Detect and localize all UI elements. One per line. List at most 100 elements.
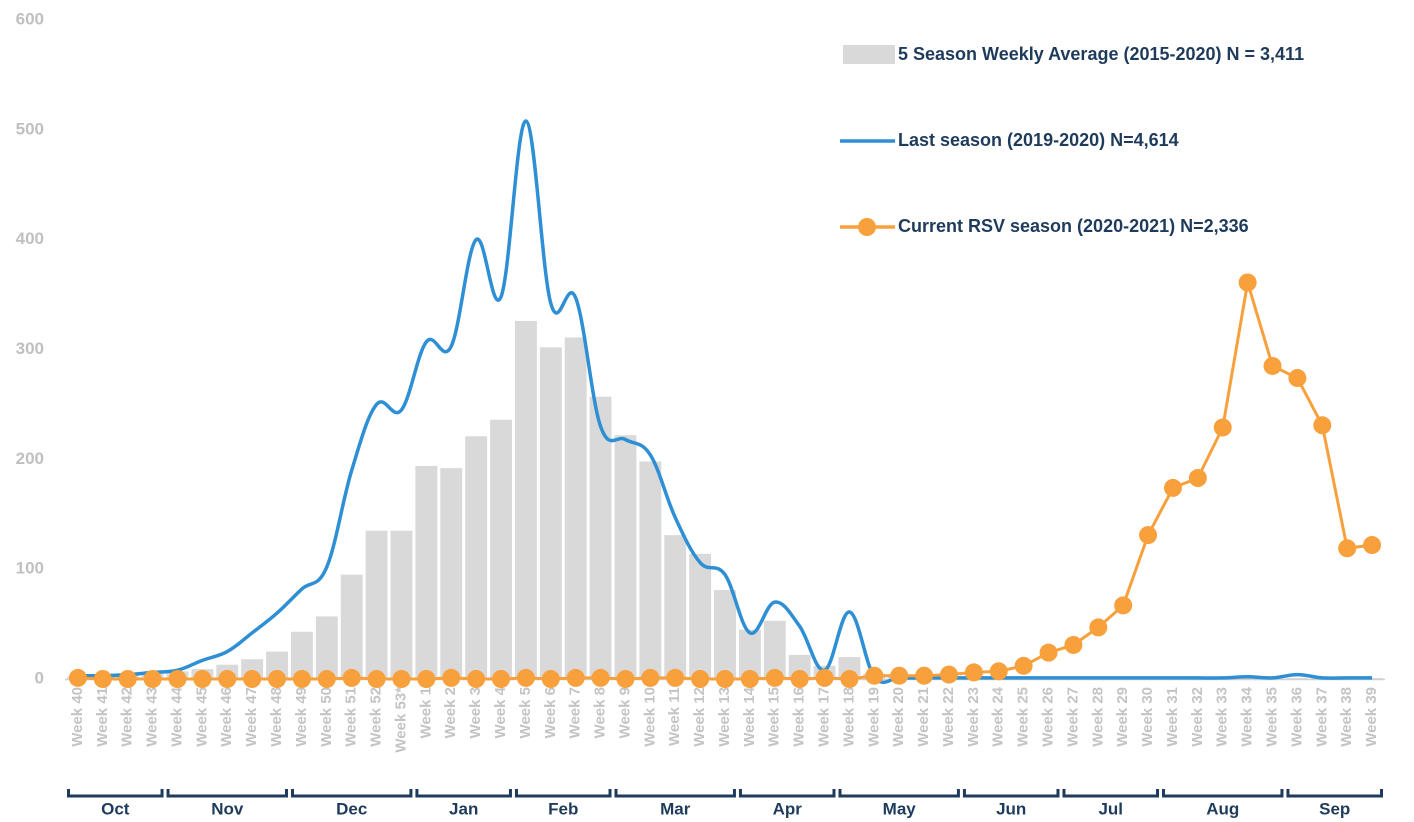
month-bracket [67,789,164,798]
x-tick-label: Week 36 [1288,687,1305,747]
marker [292,670,311,688]
x-tick-label: Week 2 [442,687,459,738]
month-label: Mar [660,799,691,818]
x-tick-label: Week 47 [243,687,260,747]
marker [492,670,511,688]
bar [614,435,637,679]
marker [1363,536,1382,555]
month-bracket [514,789,612,798]
marker [193,670,212,688]
marker [541,670,560,688]
marker [890,666,909,685]
month-label: Apr [773,799,803,818]
bar [390,530,413,679]
month-label: Jun [996,799,1026,818]
marker [915,666,934,685]
x-tick-label: Week 35 [1263,687,1280,747]
x-tick-label: Week 25 [1015,687,1032,747]
x-tick-label: Week 7 [567,687,584,738]
month-bracket [415,789,512,798]
bar [763,620,786,679]
month-label: May [883,799,917,818]
marker [392,670,411,688]
marker [93,670,112,688]
x-tick-label: Week 18 [840,687,857,747]
bar [440,468,463,679]
month-bracket [838,789,960,798]
month-bracket [166,789,288,798]
marker [616,670,635,688]
month-bracket [290,789,413,798]
marker [989,662,1008,681]
line [77,119,1373,685]
marker [1238,273,1257,292]
marker [740,670,759,688]
legend-label: Last season (2019-2020) N=4,614 [898,130,1179,150]
bar [514,320,537,679]
x-tick-label: Week 17 [816,687,833,747]
month-label: Dec [336,799,367,818]
bar [589,396,612,679]
x-tick-label: Week 20 [890,687,907,747]
x-tick-label: Week 45 [193,687,210,747]
bar [340,574,363,679]
marker [1163,478,1182,497]
x-tick-label: Week 15 [766,687,783,747]
x-tick-label: Week 29 [1114,687,1131,747]
bar [315,616,338,679]
x-tick-label: Week 8 [592,687,609,738]
x-tick-label: Week 50 [318,687,335,747]
marker [1064,635,1083,654]
x-tick-label: Week 3 [467,687,484,738]
x-tick-label: Week 21 [915,687,932,747]
x-tick-label: Week 28 [1089,687,1106,747]
x-tick-label: Week 31 [1164,687,1181,747]
marker [641,668,660,687]
marker [1114,596,1133,615]
y-tick-label: 300 [16,339,44,358]
bar [689,553,712,679]
month-bracket [1286,789,1383,798]
x-tick-label: Week 24 [990,686,1007,746]
marker [765,668,784,687]
x-tick-label: Week 26 [1039,687,1056,747]
legend-label: 5 Season Weekly Average (2015-2020) N = … [898,44,1304,64]
month-bracket [738,789,836,798]
x-tick-label: Week 16 [791,687,808,747]
x-tick-label: Week 34 [1239,686,1256,746]
y-tick-label: 0 [35,668,44,687]
x-tick-label: Week 53* [392,687,409,753]
marker [1139,526,1158,545]
month-bracket [614,789,736,798]
bar [490,419,512,679]
marker [467,670,486,688]
x-tick-label: Week 4 [492,686,509,738]
x-tick-label: Week 19 [865,687,882,747]
x-tick-label: Week 52 [368,687,385,747]
month-bracket [1062,789,1160,798]
marker [1014,656,1033,675]
marker [1039,643,1058,662]
x-tick-label: Week 5 [517,687,534,738]
bar [539,347,562,679]
marker [68,668,87,687]
x-tick-label: Week 43 [144,687,161,747]
x-tick-label: Week 32 [1189,687,1206,747]
bar [1286,677,1309,679]
x-tick-label: Week 14 [741,686,758,746]
marker [1089,618,1108,637]
x-tick-label: Week 44 [168,686,185,746]
bar [639,461,662,679]
marker [417,670,436,688]
marker [716,670,734,688]
marker [1338,539,1357,558]
month-label: Feb [548,799,578,818]
x-tick-label: Week 38 [1338,687,1355,747]
x-tick-label: Week 37 [1313,687,1330,747]
marker [566,668,585,687]
legend-marker [858,218,876,236]
x-tick-label: Week 6 [542,687,559,738]
month-bracket [962,789,1060,798]
bar [564,337,587,679]
